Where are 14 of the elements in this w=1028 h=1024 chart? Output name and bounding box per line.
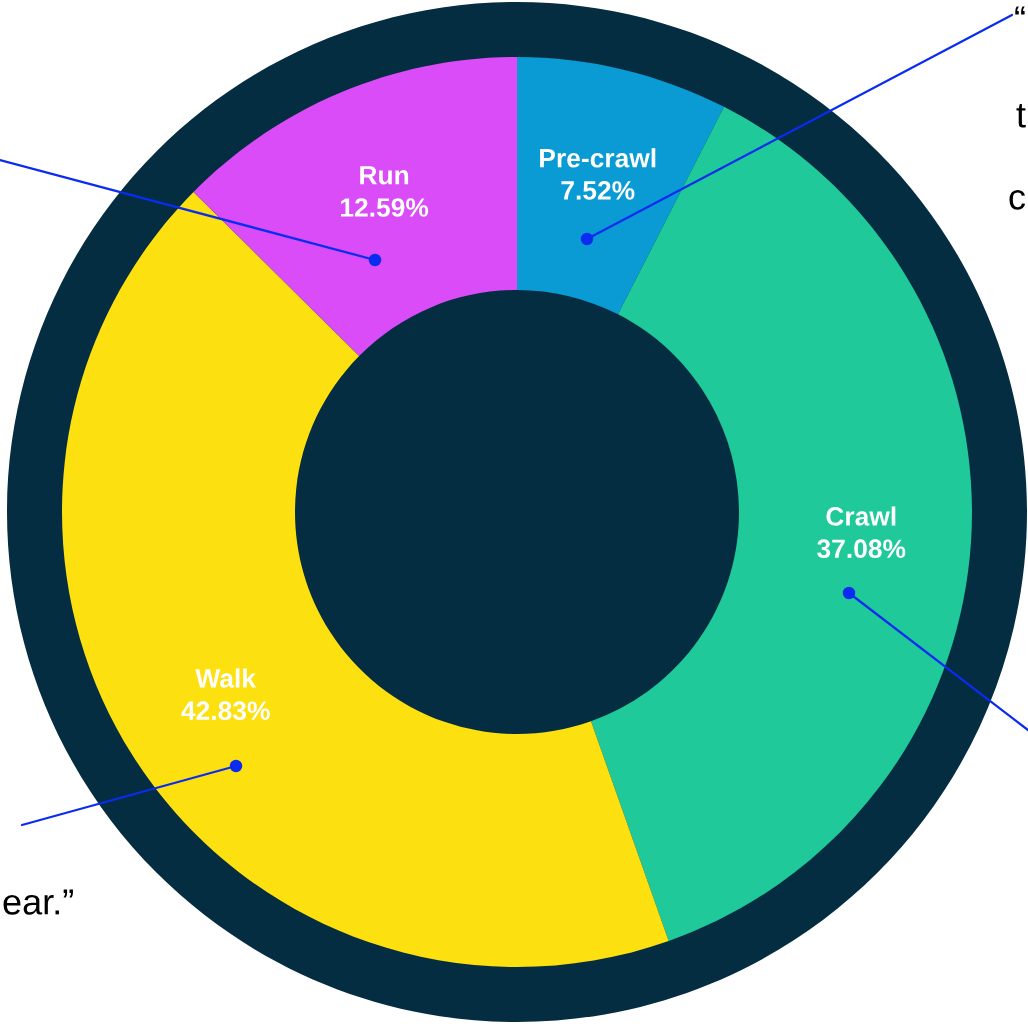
slice-label: Run (360, 166, 409, 185)
data-label: 37.08% (817, 539, 906, 559)
data-label: 7.52% (561, 181, 635, 200)
text: ear.” (3, 889, 73, 915)
donut-slice (193, 57, 517, 356)
data-label: 42.83% (181, 701, 270, 721)
text: “ (1015, 6, 1025, 15)
text: t (1016, 103, 1026, 128)
slice-label: Pre-crawl (540, 148, 656, 168)
slice-label: Walk (195, 668, 257, 688)
slice-label: Crawl (826, 506, 896, 526)
text: c (1009, 189, 1026, 210)
donut-slice (517, 57, 725, 315)
data-label: 12.59% (341, 198, 429, 217)
